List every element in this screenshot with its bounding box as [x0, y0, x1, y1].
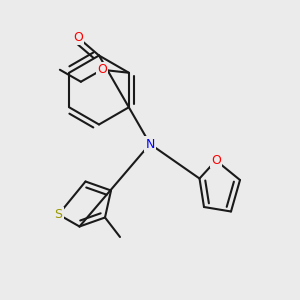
Text: O: O — [211, 154, 221, 167]
Text: O: O — [97, 63, 107, 76]
Text: S: S — [55, 208, 62, 221]
Text: N: N — [145, 137, 155, 151]
Text: O: O — [73, 31, 83, 44]
